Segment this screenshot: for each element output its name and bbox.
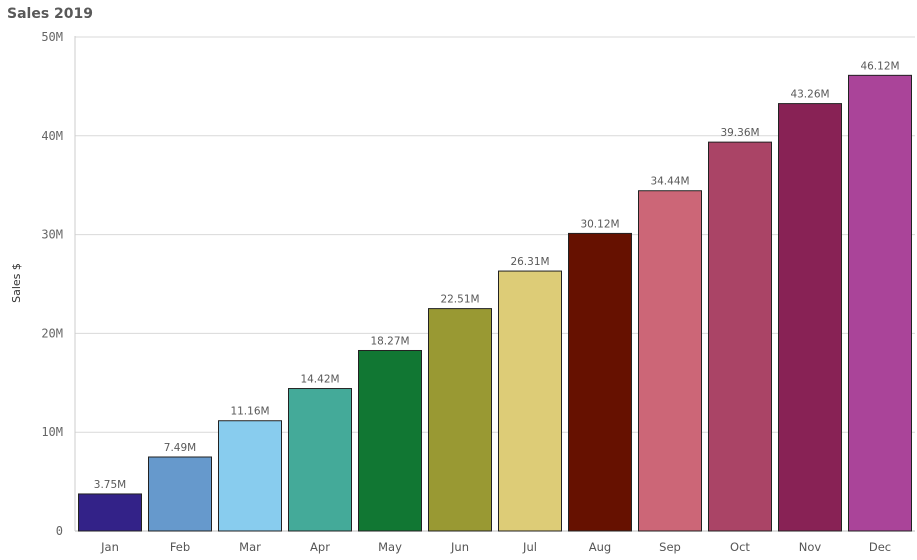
bar-dec[interactable] xyxy=(848,74,912,532)
bar-jul[interactable] xyxy=(498,270,562,532)
x-tick-label: Sep xyxy=(659,540,681,554)
data-label: 7.49M xyxy=(164,442,196,454)
bars xyxy=(78,74,912,532)
x-tick-label: Feb xyxy=(170,540,190,554)
data-label: 3.75M xyxy=(94,479,126,491)
x-tick-label: Apr xyxy=(310,540,330,554)
y-tick-label: 10M xyxy=(41,425,63,439)
y-axis-label: Sales $ xyxy=(10,263,23,303)
y-tick-label: 0 xyxy=(56,524,63,538)
bar-nov[interactable] xyxy=(778,103,842,532)
x-tick-label: Oct xyxy=(730,540,750,554)
data-label: 46.12M xyxy=(860,60,899,72)
chart-title: Sales 2019 xyxy=(7,6,93,22)
x-tick-label: May xyxy=(378,540,402,554)
data-label: 18.27M xyxy=(370,335,409,347)
y-axis-ticks: 0 10M 20M 30M 40M 50M xyxy=(41,30,63,538)
x-tick-label: Jun xyxy=(450,540,469,554)
data-label: 30.12M xyxy=(580,218,619,230)
y-tick-label: 20M xyxy=(41,326,63,340)
data-label: 43.26M xyxy=(790,89,829,101)
data-label: 14.42M xyxy=(300,374,339,386)
bar-feb[interactable] xyxy=(148,456,212,532)
bar-may[interactable] xyxy=(358,349,422,532)
x-tick-label: Jan xyxy=(100,540,119,554)
bar-sep[interactable] xyxy=(638,190,702,532)
bar-oct[interactable] xyxy=(708,141,772,532)
bar-apr[interactable] xyxy=(288,388,352,532)
bar-aug[interactable] xyxy=(568,232,632,532)
data-label: 22.51M xyxy=(440,294,479,306)
bar-jan[interactable] xyxy=(78,493,142,532)
y-tick-label: 50M xyxy=(41,30,63,44)
bar-jun[interactable] xyxy=(428,308,492,532)
data-label: 11.16M xyxy=(230,406,269,418)
x-tick-label: Jul xyxy=(522,540,537,554)
data-label: 34.44M xyxy=(650,176,689,188)
x-tick-label: Dec xyxy=(869,540,891,554)
x-tick-label: Nov xyxy=(799,540,822,554)
y-tick-label: 40M xyxy=(41,129,63,143)
x-tick-label: Mar xyxy=(239,540,261,554)
data-label: 26.31M xyxy=(510,256,549,268)
data-labels: 3.75M 7.49M 11.16M 14.42M 18.27M 22.51M 26.31M… xyxy=(94,60,900,491)
data-label: 39.36M xyxy=(720,127,759,139)
gridlines xyxy=(75,36,915,532)
x-tick-label: Aug xyxy=(589,540,611,554)
x-axis-ticks: Jan Feb Mar Apr May Jun Jul Aug Sep Oct Nov Dec xyxy=(100,540,891,554)
y-tick-label: 30M xyxy=(41,228,63,242)
bar-mar[interactable] xyxy=(218,420,282,532)
